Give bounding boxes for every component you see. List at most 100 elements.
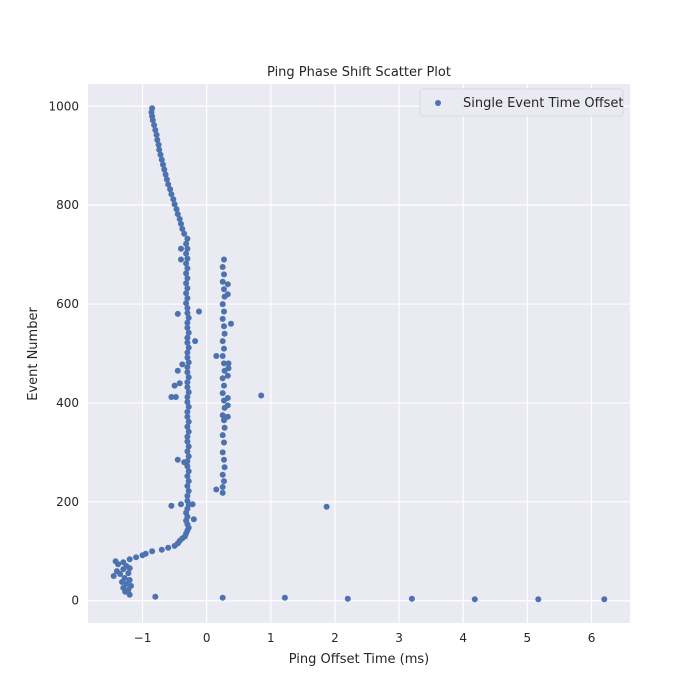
data-point <box>183 290 190 297</box>
legend-box <box>419 88 624 117</box>
data-point <box>185 488 192 494</box>
data-point <box>224 281 231 288</box>
legend-label: Single Event Time Offset <box>463 96 623 111</box>
data-point <box>221 308 227 315</box>
data-point <box>535 596 542 603</box>
data-point <box>219 278 226 285</box>
data-point <box>181 459 188 466</box>
data-point <box>219 338 226 345</box>
data-point <box>219 390 226 397</box>
data-point <box>128 582 134 589</box>
data-point <box>183 260 190 267</box>
data-point <box>185 374 192 381</box>
x-tick-label: −1 <box>134 631 152 645</box>
data-point <box>160 161 166 168</box>
data-point <box>173 206 180 213</box>
data-point <box>184 265 191 272</box>
data-point <box>154 136 161 143</box>
data-point <box>155 141 162 148</box>
data-point <box>221 360 227 367</box>
data-point <box>224 413 231 420</box>
data-point <box>184 413 191 420</box>
data-point <box>184 394 191 400</box>
data-point <box>184 497 191 504</box>
data-point <box>183 270 190 277</box>
data-point <box>126 577 133 583</box>
data-point <box>224 402 231 409</box>
data-point <box>221 345 227 352</box>
data-point <box>184 235 191 242</box>
data-point <box>219 264 226 270</box>
data-point <box>184 324 191 331</box>
data-point <box>156 146 163 153</box>
data-point <box>601 596 608 603</box>
data-point <box>184 473 191 480</box>
data-point <box>219 412 226 419</box>
data-point <box>185 314 192 321</box>
data-point <box>113 568 120 575</box>
data-point <box>185 389 192 396</box>
data-point <box>178 220 184 227</box>
y-tick-label: 200 <box>56 495 79 509</box>
data-point <box>184 334 191 341</box>
data-point <box>221 323 227 330</box>
data-point <box>184 285 191 292</box>
data-point <box>221 424 228 431</box>
data-point <box>184 245 191 252</box>
data-point <box>171 201 178 208</box>
chart-title: Ping Phase Shift Scatter Plot <box>267 65 451 80</box>
data-point <box>228 320 234 327</box>
data-point <box>179 225 186 232</box>
data-point <box>184 369 191 376</box>
data-points <box>110 105 608 603</box>
data-point <box>176 216 183 222</box>
data-point <box>219 471 226 478</box>
data-point <box>184 433 191 440</box>
data-point <box>219 375 226 382</box>
data-point <box>190 516 197 523</box>
data-point <box>184 305 191 311</box>
data-point <box>174 456 181 463</box>
data-point <box>178 501 184 508</box>
legend: Single Event Time Offset <box>419 88 624 117</box>
data-point <box>165 544 172 551</box>
x-tick-label: 4 <box>459 631 467 645</box>
data-point <box>281 594 288 601</box>
data-point <box>219 449 226 456</box>
data-point <box>125 570 132 577</box>
y-tick-label: 0 <box>71 594 79 608</box>
data-point <box>149 548 156 555</box>
data-point <box>225 360 232 367</box>
data-point <box>184 448 191 455</box>
x-tick-label: 6 <box>588 631 596 645</box>
data-point <box>174 367 181 374</box>
data-point <box>184 354 191 361</box>
x-tick-label: 5 <box>524 631 532 645</box>
data-point <box>133 554 140 561</box>
data-point <box>184 384 191 391</box>
data-point <box>126 591 133 598</box>
data-point <box>224 372 231 379</box>
data-point <box>153 131 160 138</box>
data-point <box>184 408 191 415</box>
data-point <box>184 349 191 356</box>
data-point <box>142 550 149 557</box>
data-point <box>196 308 202 315</box>
data-point <box>185 468 192 475</box>
data-point <box>178 245 184 252</box>
data-point <box>184 423 191 430</box>
data-point <box>184 255 191 262</box>
x-tick-label: 2 <box>331 631 339 645</box>
data-point <box>224 291 231 298</box>
data-point <box>471 596 478 603</box>
y-tick-label: 600 <box>56 297 79 311</box>
plot-area <box>88 84 630 623</box>
data-point <box>183 300 190 307</box>
data-point <box>157 151 164 158</box>
y-tick-label: 400 <box>56 396 79 410</box>
data-point <box>174 211 181 218</box>
data-point <box>162 171 169 178</box>
data-point <box>170 196 177 203</box>
data-point <box>181 230 188 237</box>
